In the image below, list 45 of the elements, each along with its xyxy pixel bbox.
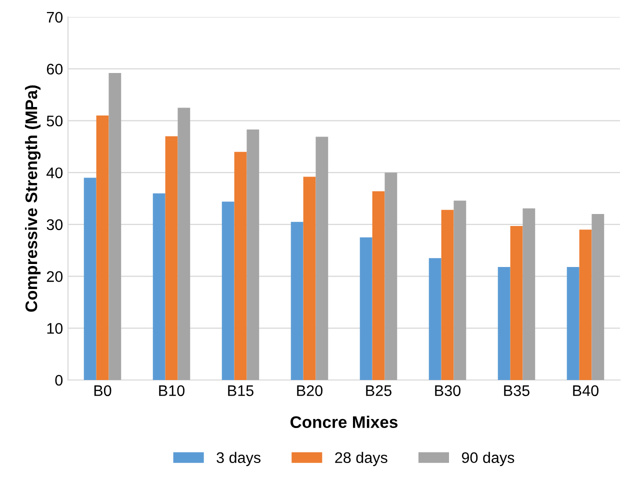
x-axis-title: Concre Mixes [290, 416, 398, 428]
bar [234, 152, 247, 380]
x-tick-label: B25 [366, 385, 392, 396]
bar [592, 214, 604, 380]
x-tick-label: B10 [159, 385, 184, 396]
bar [246, 130, 260, 380]
bar [165, 136, 178, 380]
bar [372, 191, 385, 380]
y-tick-label: 50 [46, 116, 63, 126]
y-tick-label: 0 [55, 374, 63, 386]
bar [384, 172, 398, 380]
bar [360, 237, 372, 380]
bar [178, 108, 190, 380]
y-tick-label: 70 [46, 12, 63, 23]
y-axis-title: Compressive Strength (MPa) [24, 85, 41, 312]
bar [441, 210, 454, 380]
bar [303, 176, 316, 380]
x-tick-label: B0 [94, 385, 112, 396]
x-tick-label: B30 [435, 385, 460, 396]
y-tick-label: 20 [46, 271, 63, 282]
x-tick-label: B15 [228, 385, 254, 396]
x-tick-label: B40 [573, 385, 598, 396]
y-tick-label: 40 [46, 167, 63, 178]
bar [152, 193, 166, 380]
legend-label: 90 days [462, 452, 514, 466]
bar [96, 116, 109, 380]
bar [84, 178, 96, 380]
bar [510, 226, 523, 380]
bar [108, 73, 122, 380]
bar [498, 266, 510, 380]
bar [522, 208, 536, 380]
y-tick-label: 60 [46, 64, 63, 75]
bar [222, 202, 234, 380]
bar [290, 222, 304, 380]
x-tick-label: B35 [504, 385, 530, 396]
bar [579, 230, 592, 380]
y-tick-label: 10 [47, 323, 63, 334]
x-tick-label: B20 [297, 385, 322, 396]
bar [316, 136, 328, 380]
legend-label: 3 days [216, 452, 261, 466]
legend-label: 28 days [335, 452, 388, 466]
y-tick-label: 30 [46, 219, 63, 230]
bar [566, 266, 580, 380]
bar [428, 258, 442, 380]
bar [454, 200, 466, 380]
